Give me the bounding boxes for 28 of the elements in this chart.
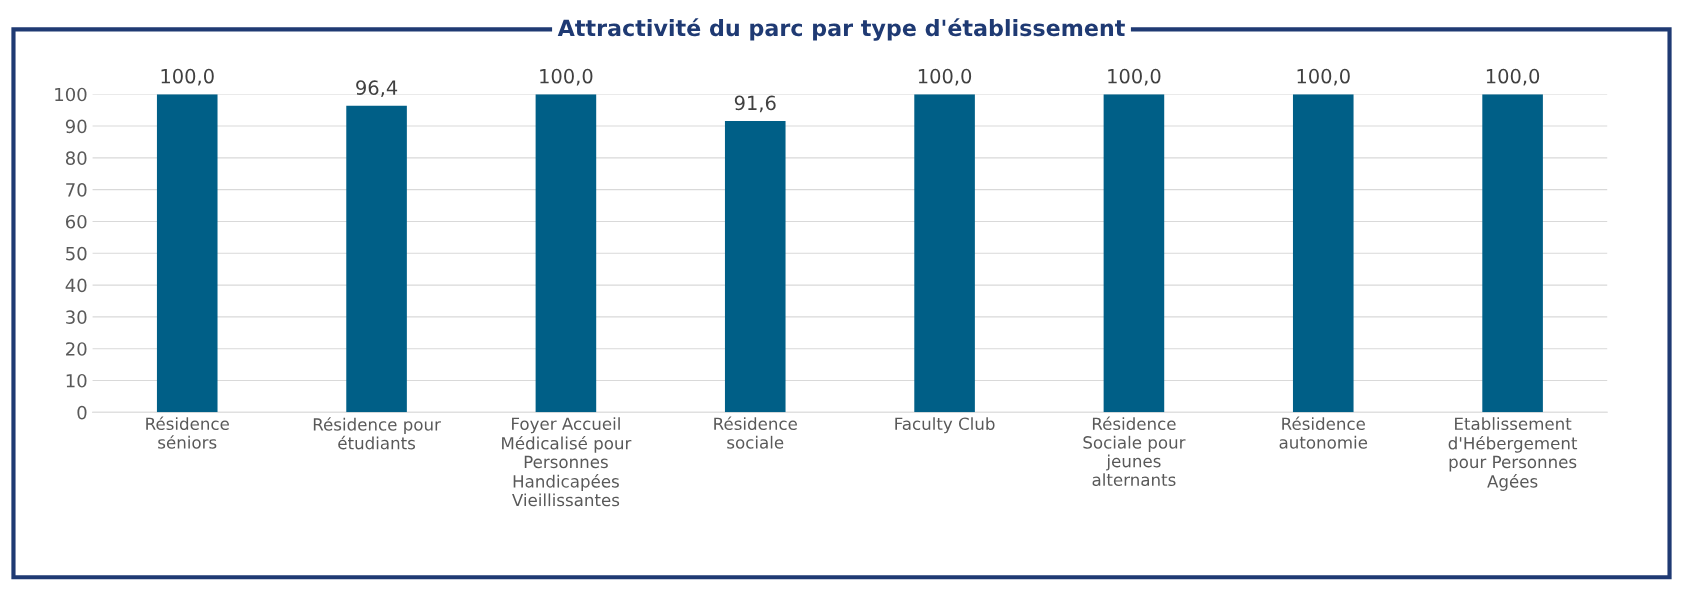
y-tick-label: 100 [55,87,87,102]
x-tick-label: Faculty Club [895,417,995,434]
x-tick-label: Résidence Sociale pour jeunes alternants [1083,416,1186,487]
data-label: 100,0 [1297,68,1350,86]
y-tick-label: 60 [65,214,87,229]
x-tick-label: Etablissement d'Hébergement pour Personnes Agées [1448,417,1578,491]
y-tick-label: 40 [65,278,87,293]
data-label: 100,0 [1486,68,1540,86]
y-tick-label: 90 [65,119,87,134]
y-tick-label: 80 [65,151,87,165]
x-tick-label: Résidence sociale [714,416,797,449]
data-label: 96,4 [356,80,398,97]
y-tick-label: 50 [66,246,87,261]
data-label: 100,0 [161,68,214,86]
y-tick-label: 0 [77,405,87,420]
y-tick-label: 70 [66,183,87,197]
y-tick-label: 10 [66,373,87,388]
data-label: 100,0 [540,68,593,86]
x-tick-label: Résidence séniors [146,416,229,449]
x-tick-label: Résidence pour étudiants [313,417,441,450]
data-label: 91,6 [734,95,776,113]
data-label: 100,0 [918,68,972,86]
chart-title: Attractivité du parc par type d'établissement [557,18,1125,41]
data-label: 100,0 [1108,68,1161,86]
y-tick-label: 30 [66,310,87,324]
x-tick-label: Résidence autonomie [1279,416,1368,449]
y-tick-label: 20 [66,342,87,356]
x-tick-label: Foyer Accueil Médicalisé pour Personnes Handicapées Vieillissantes [502,417,632,507]
